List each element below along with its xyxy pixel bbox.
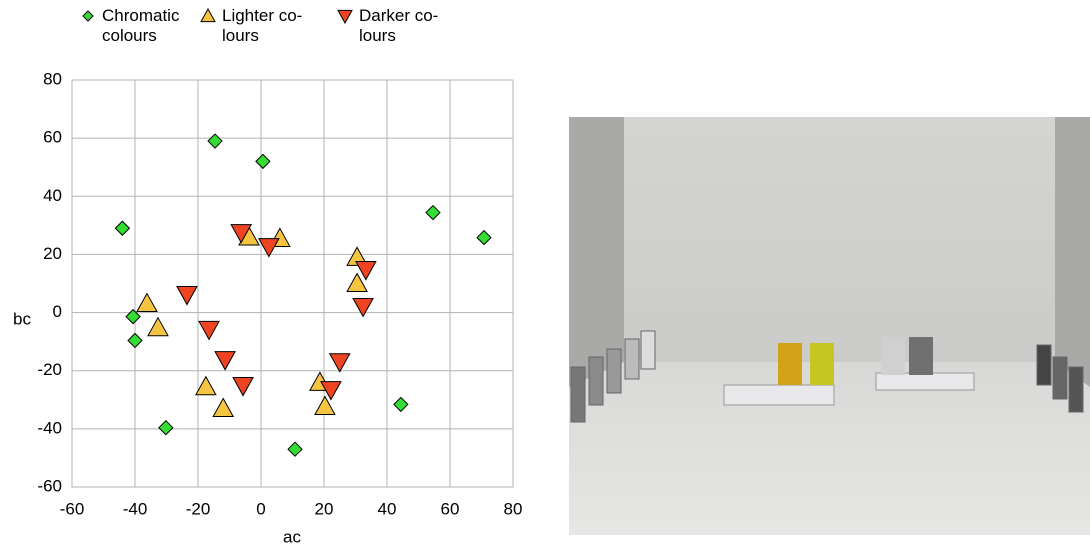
point bbox=[115, 221, 129, 235]
photo bbox=[569, 117, 1090, 535]
y-tick-label: -60 bbox=[37, 476, 62, 495]
point bbox=[394, 397, 408, 411]
y-tick-label: 40 bbox=[43, 186, 62, 205]
point bbox=[213, 399, 233, 417]
y-tick-label: 60 bbox=[43, 128, 62, 147]
point bbox=[315, 396, 335, 414]
point bbox=[159, 421, 173, 435]
legend-symbol bbox=[201, 9, 215, 22]
point bbox=[215, 352, 235, 370]
point bbox=[330, 354, 350, 372]
point bbox=[199, 321, 219, 339]
legend-label: Darker co- lours bbox=[359, 6, 438, 46]
page: ac bc -60 -40 -20 0 20 40 60 80 -60 -40 -20 0 20 40 60… bbox=[0, 0, 1090, 551]
legend-label: Chromatic colours bbox=[102, 6, 179, 46]
legend-symbol bbox=[83, 11, 93, 21]
point bbox=[477, 231, 491, 245]
point bbox=[177, 287, 197, 305]
x-axis-label: ac bbox=[283, 527, 301, 546]
x-tick-label: 60 bbox=[441, 499, 460, 518]
y-tick-label: 20 bbox=[43, 244, 62, 263]
x-tick-label: 40 bbox=[378, 499, 397, 518]
point bbox=[426, 206, 440, 220]
x-tick-label: 0 bbox=[256, 499, 265, 518]
x-tick-label: -60 bbox=[60, 499, 85, 518]
legend-marker bbox=[337, 8, 353, 24]
point bbox=[137, 294, 157, 312]
y-tick-label: -20 bbox=[37, 360, 62, 379]
chart: ac bc -60 -40 -20 0 20 40 60 80 -60 -40 -20 0 20 40 60… bbox=[0, 0, 540, 551]
y-axis-label: bc bbox=[13, 309, 31, 328]
y-tick-label: -40 bbox=[37, 418, 62, 437]
x-tick-label: 80 bbox=[504, 499, 523, 518]
x-tick-label: 20 bbox=[315, 499, 334, 518]
x-tick-label: -20 bbox=[186, 499, 211, 518]
point bbox=[259, 239, 279, 257]
point bbox=[208, 134, 222, 148]
point bbox=[128, 333, 142, 347]
y-tick-label: 0 bbox=[53, 302, 62, 321]
legend-label: Lighter co- lours bbox=[222, 6, 302, 46]
legend-marker bbox=[80, 8, 96, 24]
plot-frame bbox=[72, 80, 513, 487]
point bbox=[196, 377, 216, 395]
legend-symbol bbox=[338, 10, 352, 23]
legend-marker bbox=[200, 8, 216, 24]
point bbox=[288, 442, 302, 456]
point bbox=[233, 378, 253, 396]
x-tick-label: -40 bbox=[123, 499, 148, 518]
y-tick-label: 80 bbox=[43, 69, 62, 88]
point bbox=[148, 318, 168, 336]
point bbox=[353, 298, 373, 316]
point bbox=[256, 154, 270, 168]
